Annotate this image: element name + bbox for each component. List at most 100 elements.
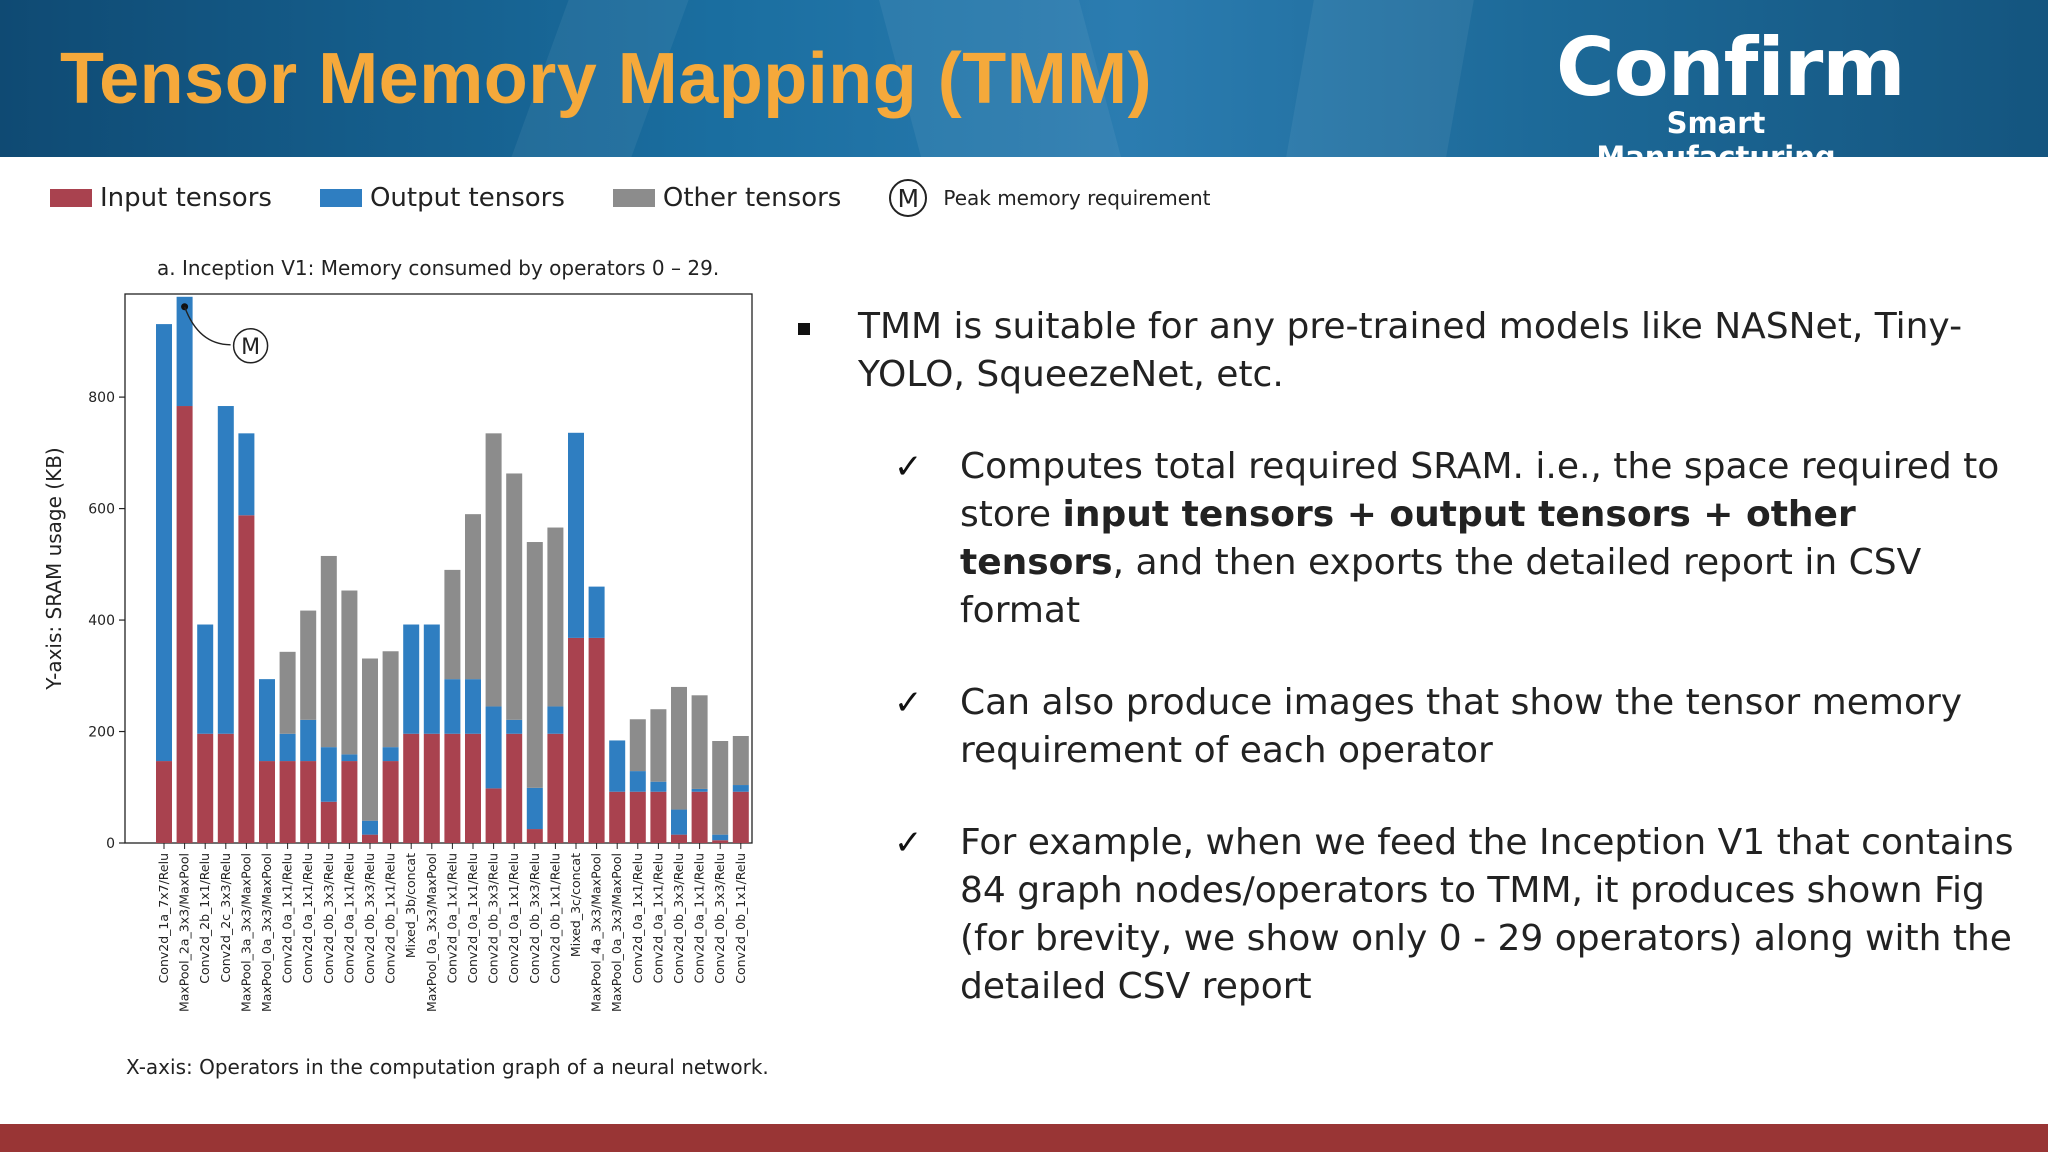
x-tick-label: MaxPool_2a_3x3/MaxPool bbox=[177, 853, 192, 1012]
check-item: ✓ Computes total required SRAM. i.e., th… bbox=[794, 443, 2014, 635]
y-tick-label: 600 bbox=[88, 502, 115, 518]
bar-segment-input-tensors bbox=[485, 788, 502, 843]
check-item: ✓ Can also produce images that show the … bbox=[794, 679, 2014, 775]
x-tick-label: Conv2d_0a_1x1/Relu bbox=[341, 853, 356, 983]
bar-segment-input-tensors bbox=[382, 761, 399, 843]
memory-bar-chart: 0 200 400 600 800 Y-axis: SRAM usage (KB) Conv… bbox=[42, 293, 753, 1012]
x-tick-label: Conv2d_0b_3x3/Relu bbox=[712, 853, 727, 984]
y-axis-label: Y-axis: SRAM usage (KB) bbox=[42, 447, 66, 690]
bar-segment-output-tensors bbox=[650, 781, 667, 792]
bar-segment-output-tensors bbox=[568, 432, 584, 638]
bar-segment-other-tensors bbox=[629, 719, 646, 772]
bar-segment-output-tensors bbox=[444, 679, 461, 734]
bar-segment-other-tensors bbox=[279, 651, 296, 734]
other-swatch bbox=[612, 189, 655, 207]
x-tick-label: Conv2d_2c_3x3/Relu bbox=[218, 853, 233, 983]
chart-caption: a. Inception V1: Memory consumed by oper… bbox=[157, 256, 720, 280]
bar-segment-input-tensors bbox=[300, 761, 317, 843]
x-tick-label: Conv2d_0b_3x3/Relu bbox=[486, 853, 501, 984]
bar-segment-input-tensors bbox=[444, 733, 461, 843]
bullet-list: TMM is suitable for any pre-trained mode… bbox=[794, 303, 2014, 1011]
bar-segment-output-tensors bbox=[279, 733, 296, 762]
x-tick-label: Conv2d_0b_3x3/Relu bbox=[321, 853, 336, 984]
x-tick-label: Conv2d_0a_1x1/Relu bbox=[692, 853, 707, 983]
bar-segment-other-tensors bbox=[485, 433, 502, 707]
bar-segment-input-tensors bbox=[341, 761, 358, 843]
bar-segment-input-tensors bbox=[423, 733, 440, 843]
bar-segment-input-tensors bbox=[609, 791, 626, 843]
x-tick-label: Conv2d_0b_1x1/Relu bbox=[383, 853, 398, 984]
bar-segment-input-tensors bbox=[403, 733, 420, 843]
x-tick-label: Conv2d_0b_1x1/Relu bbox=[547, 853, 562, 984]
x-tick-label: Conv2d_2b_1x1/Relu bbox=[197, 853, 212, 984]
company-logo: Confirm Smart Manufacturing bbox=[1556, 21, 1906, 158]
bar-segment-output-tensors bbox=[300, 719, 317, 762]
main-bullet-text: TMM is suitable for any pre-trained mode… bbox=[858, 306, 1963, 395]
footer-bar bbox=[0, 1124, 2048, 1152]
bar-segment-other-tensors bbox=[671, 686, 687, 810]
bar-segment-output-tensors bbox=[526, 787, 543, 830]
x-tick-label: MaxPool_0a_3x3/MaxPool bbox=[424, 853, 439, 1012]
bar-segment-output-tensors bbox=[176, 296, 193, 407]
y-tick-label: 200 bbox=[88, 725, 115, 741]
banner-decoration bbox=[1286, 0, 1474, 157]
bar-segment-other-tensors bbox=[444, 569, 461, 680]
bar-segment-other-tensors bbox=[547, 527, 564, 707]
x-tick-label: Conv2d_0b_3x3/Relu bbox=[362, 853, 377, 984]
logo-wordmark: Confirm bbox=[1556, 21, 1906, 114]
bar-segment-input-tensors bbox=[320, 801, 337, 843]
bar-segment-other-tensors bbox=[320, 555, 337, 748]
check1-text-bold: input tensors + output tensors + other t… bbox=[960, 494, 1856, 583]
legend-item-output: Output tensors bbox=[319, 183, 565, 213]
bar-segment-output-tensors bbox=[629, 771, 646, 792]
bar-segment-output-tensors bbox=[609, 740, 626, 792]
checkmark-icon: ✓ bbox=[894, 447, 923, 487]
bar-segment-input-tensors bbox=[238, 515, 255, 843]
x-tick-label: Conv2d_0a_1x1/Relu bbox=[444, 853, 459, 983]
x-tick-label: Conv2d_0a_1x1/Relu bbox=[630, 853, 645, 983]
legend-item-peak: M Peak memory requirement bbox=[889, 179, 1211, 217]
bar-segment-other-tensors bbox=[691, 695, 708, 789]
bar-segment-output-tensors bbox=[320, 747, 337, 802]
bar-segment-output-tensors bbox=[382, 747, 399, 762]
bar-segment-input-tensors bbox=[650, 791, 667, 843]
bar-segment-output-tensors bbox=[506, 719, 523, 734]
bar-segment-other-tensors bbox=[382, 651, 399, 748]
bar-segment-output-tensors bbox=[238, 433, 255, 516]
bar-segment-input-tensors bbox=[671, 834, 687, 843]
bar-segment-other-tensors bbox=[526, 542, 543, 788]
bar-segment-other-tensors bbox=[465, 514, 481, 680]
x-tick-label: MaxPool_4a_3x3/MaxPool bbox=[589, 853, 604, 1012]
bar-segment-input-tensors bbox=[197, 733, 214, 843]
bar-segment-input-tensors bbox=[506, 733, 523, 843]
y-tick-label: 400 bbox=[88, 613, 115, 629]
x-tick-label: Mixed_3c/concat bbox=[568, 853, 583, 957]
peak-marker-icon: M bbox=[889, 179, 928, 217]
square-bullet-icon bbox=[798, 323, 810, 335]
logo-subtitle: Smart Manufacturing bbox=[1596, 106, 1836, 157]
bar-segment-output-tensors bbox=[403, 624, 420, 734]
x-tick-label: Mixed_3b/concat bbox=[403, 853, 418, 958]
checkmark-icon: ✓ bbox=[894, 683, 923, 723]
xaxis-caption: X-axis: Operators in the computation gra… bbox=[126, 1055, 769, 1079]
bar-segment-other-tensors bbox=[732, 735, 749, 786]
bar-segment-output-tensors bbox=[691, 788, 708, 792]
bar-segment-input-tensors bbox=[588, 637, 605, 843]
x-tick-label: Conv2d_0a_1x1/Relu bbox=[465, 853, 480, 983]
bar-segment-output-tensors bbox=[671, 809, 687, 835]
check-item: ✓ For example, when we feed the Inceptio… bbox=[794, 819, 2014, 1011]
x-tick-label: MaxPool_3a_3x3/MaxPool bbox=[238, 853, 253, 1012]
bar-segment-output-tensors bbox=[485, 706, 502, 789]
x-tick-label: Conv2d_0a_1x1/Relu bbox=[300, 853, 315, 983]
bar-segment-output-tensors bbox=[197, 624, 214, 734]
legend-label-peak: Peak memory requirement bbox=[943, 186, 1211, 210]
bar-segment-input-tensors bbox=[217, 733, 234, 843]
x-tick-label: Conv2d_0a_1x1/Relu bbox=[506, 853, 521, 983]
bar-segment-other-tensors bbox=[362, 658, 378, 821]
main-bullet: TMM is suitable for any pre-trained mode… bbox=[794, 303, 2014, 399]
bar-segment-output-tensors bbox=[362, 820, 378, 835]
y-tick-label: 0 bbox=[106, 836, 115, 852]
bar-segment-input-tensors bbox=[629, 791, 646, 843]
x-tick-label: MaxPool_0a_3x3/MaxPool bbox=[259, 853, 274, 1012]
bar-segment-output-tensors bbox=[341, 754, 358, 762]
